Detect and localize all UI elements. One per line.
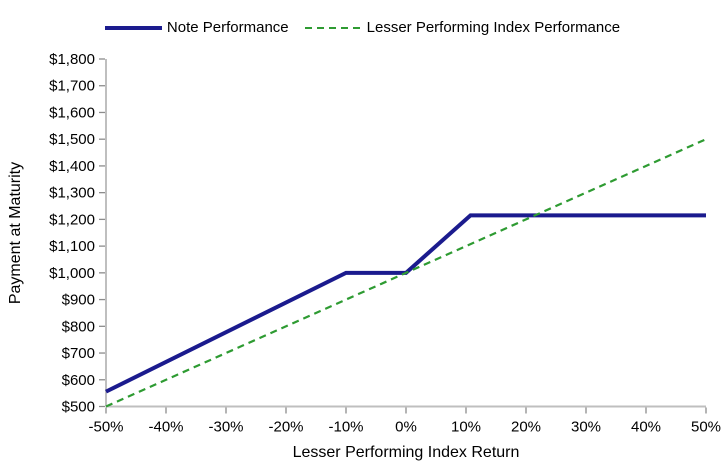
y-tick-label: $1,600 bbox=[49, 104, 95, 121]
x-tick-label: 30% bbox=[571, 419, 601, 436]
x-tick-label: -50% bbox=[88, 419, 123, 436]
series-line-note-performance bbox=[105, 213, 706, 394]
y-tick-label: $1,200 bbox=[49, 211, 95, 228]
x-tick-label: -20% bbox=[268, 419, 303, 436]
x-tick-label: 40% bbox=[631, 419, 661, 436]
legend-item-note-performance: Note Performance bbox=[104, 19, 289, 37]
y-tick-label: $600 bbox=[62, 372, 95, 389]
x-tick-label: 20% bbox=[511, 419, 541, 436]
y-tick-label: $1,700 bbox=[49, 78, 95, 95]
y-tick-label: $1,800 bbox=[49, 51, 95, 68]
legend-label-lesser-index: Lesser Performing Index Performance bbox=[366, 19, 621, 36]
y-tick-label: $1,400 bbox=[49, 158, 95, 175]
y-tick-label: $500 bbox=[62, 399, 95, 416]
y-tick-label: $1,500 bbox=[49, 131, 95, 148]
legend-label-note-performance: Note Performance bbox=[166, 19, 289, 36]
chart-legend: Note Performance Lesser Performing Index… bbox=[0, 19, 725, 37]
x-tick-label: 10% bbox=[451, 419, 481, 436]
x-tick-label: 50% bbox=[691, 419, 721, 436]
y-tick-label: $700 bbox=[62, 345, 95, 362]
note-performance-line-swatch bbox=[104, 26, 162, 30]
y-tick-label: $1,300 bbox=[49, 185, 95, 202]
y-axis-title: Payment at Maturity bbox=[7, 161, 24, 305]
y-tick-label: $800 bbox=[62, 318, 95, 335]
x-tick-label: 0% bbox=[395, 419, 417, 436]
legend-item-lesser-index: Lesser Performing Index Performance bbox=[304, 19, 621, 37]
x-tick-label: -30% bbox=[208, 419, 243, 436]
x-axis-title: Lesser Performing Index Return bbox=[292, 444, 520, 461]
x-tick-label: -10% bbox=[328, 419, 363, 436]
y-tick-label: $1,000 bbox=[49, 265, 95, 282]
series-line-lesser-performing-index-performance bbox=[105, 138, 707, 408]
x-tick-label: -40% bbox=[148, 419, 183, 436]
y-tick-label: $1,100 bbox=[49, 238, 95, 255]
y-tick-label: $900 bbox=[62, 292, 95, 309]
lesser-index-line-swatch bbox=[304, 27, 362, 29]
